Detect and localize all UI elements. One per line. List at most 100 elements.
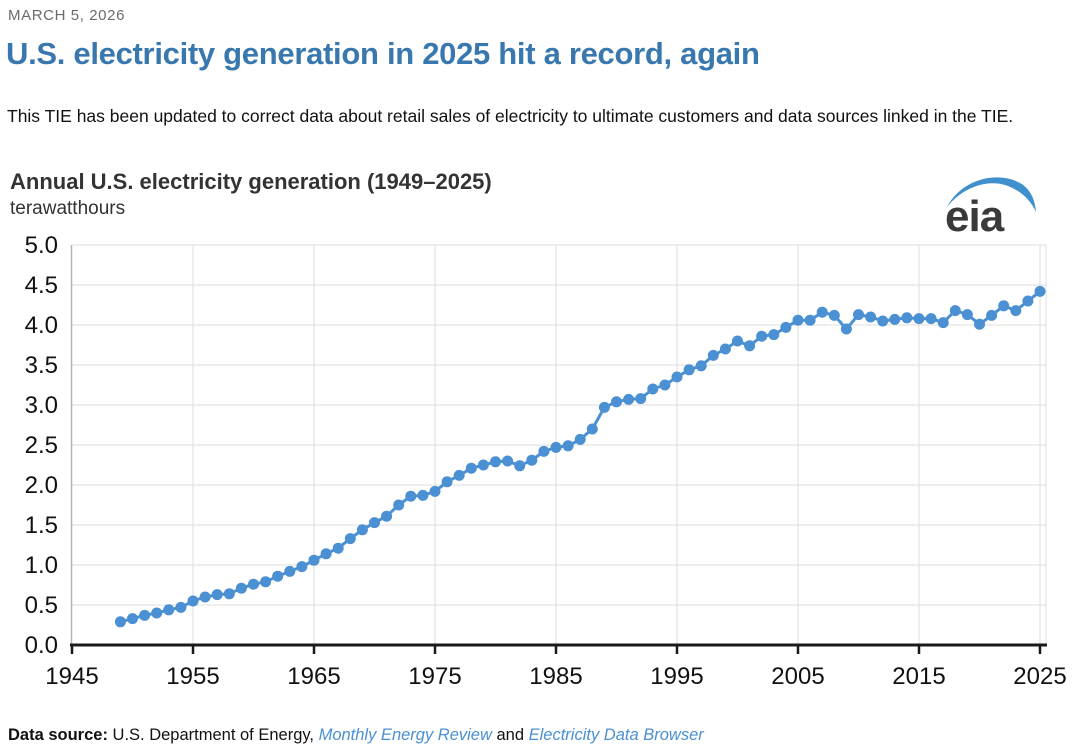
y-tick-label: 3.5 bbox=[25, 352, 58, 379]
data-point bbox=[853, 309, 864, 321]
data-point bbox=[635, 393, 647, 405]
y-tick-label: 0.5 bbox=[25, 592, 58, 619]
generation-line-chart: 1945 1955 1965 1975 1985 1995 2005 2015 20250.00… bbox=[25, 232, 1067, 690]
x-axis: 1945 1955 1965 1975 1985 1995 2005 2015 2025 bbox=[45, 643, 1067, 690]
data-point bbox=[211, 589, 223, 601]
data-point bbox=[998, 300, 1010, 312]
data-point bbox=[695, 360, 707, 372]
data-point bbox=[356, 524, 368, 536]
data-point bbox=[792, 314, 804, 326]
data-point bbox=[114, 616, 126, 628]
data-point bbox=[647, 383, 659, 395]
data-point bbox=[139, 609, 151, 621]
x-tick-label: 1995 bbox=[650, 663, 703, 690]
data-point bbox=[707, 349, 719, 361]
eia-swoosh-icon bbox=[947, 177, 1036, 212]
data-point bbox=[744, 340, 756, 352]
data-point bbox=[804, 314, 816, 326]
data-point bbox=[538, 445, 550, 457]
data-source-label: Data source: bbox=[8, 726, 108, 744]
data-point bbox=[756, 330, 768, 342]
data-point bbox=[187, 595, 199, 607]
data-point bbox=[1010, 305, 1022, 317]
x-tick-label: 2015 bbox=[892, 663, 945, 690]
data-point bbox=[623, 393, 635, 405]
data-point bbox=[732, 335, 743, 347]
data-point bbox=[453, 469, 465, 481]
y-tick-label: 1.5 bbox=[25, 512, 58, 539]
data-point bbox=[974, 318, 985, 330]
data-source-line: Data source: U.S. Department of Energy, … bbox=[8, 726, 704, 745]
data-point bbox=[441, 476, 453, 488]
data-point bbox=[163, 604, 175, 616]
data-point bbox=[889, 313, 901, 325]
y-tick-label: 1.0 bbox=[25, 552, 58, 579]
y-tick-label: 5.0 bbox=[25, 232, 58, 259]
data-point bbox=[816, 306, 828, 318]
y-tick-label: 2.0 bbox=[25, 472, 58, 499]
data-point bbox=[477, 459, 489, 471]
data-point bbox=[986, 309, 998, 321]
data-point bbox=[235, 582, 247, 594]
data-point bbox=[719, 343, 731, 355]
data-point bbox=[1034, 285, 1046, 297]
data-point bbox=[151, 607, 163, 619]
data-point bbox=[405, 490, 417, 502]
data-point bbox=[514, 460, 526, 472]
x-tick-label: 1945 bbox=[45, 663, 98, 690]
data-point bbox=[574, 433, 586, 445]
data-point bbox=[913, 313, 925, 325]
data-point bbox=[877, 315, 889, 327]
data-point bbox=[248, 578, 259, 590]
data-point bbox=[381, 510, 393, 522]
data-point bbox=[127, 613, 138, 625]
link-electricity-data-browser[interactable]: Electricity Data Browser bbox=[528, 726, 704, 744]
data-points bbox=[114, 285, 1046, 628]
data-point bbox=[308, 554, 320, 566]
data-point bbox=[526, 454, 538, 466]
chart-unit-label: terawatthours bbox=[10, 198, 126, 219]
data-source-connector: and bbox=[491, 726, 529, 744]
eia-logo: eia bbox=[943, 174, 1045, 241]
data-point bbox=[961, 309, 973, 321]
x-tick-label: 1965 bbox=[287, 663, 340, 690]
data-point bbox=[586, 423, 598, 435]
y-tick-label: 3.0 bbox=[25, 392, 58, 419]
data-point bbox=[223, 588, 235, 600]
data-point bbox=[272, 570, 284, 582]
data-point bbox=[502, 455, 514, 467]
y-tick-label: 4.0 bbox=[25, 312, 58, 339]
data-point bbox=[780, 321, 792, 333]
data-point bbox=[369, 517, 380, 529]
eia-logo-text: eia bbox=[945, 192, 1005, 234]
data-point bbox=[768, 329, 780, 341]
x-tick-label: 2005 bbox=[771, 663, 824, 690]
data-point bbox=[332, 542, 344, 554]
y-tick-label: 4.5 bbox=[25, 272, 58, 299]
data-source-text: U.S. Department of Energy, bbox=[107, 726, 319, 744]
data-point bbox=[865, 311, 877, 323]
data-point bbox=[937, 317, 949, 329]
data-point bbox=[828, 309, 840, 321]
data-point bbox=[429, 485, 441, 497]
data-point bbox=[320, 548, 332, 560]
data-point bbox=[296, 561, 308, 573]
data-point bbox=[344, 533, 356, 545]
article-date: MARCH 5, 2026 bbox=[8, 7, 126, 24]
data-point bbox=[465, 462, 477, 474]
x-tick-label: 2025 bbox=[1013, 663, 1066, 690]
data-point bbox=[393, 499, 405, 511]
data-point bbox=[284, 565, 296, 577]
link-monthly-energy-review[interactable]: Monthly Energy Review bbox=[318, 726, 492, 744]
x-tick-label: 1975 bbox=[408, 663, 461, 690]
data-point bbox=[671, 371, 683, 383]
data-point bbox=[562, 440, 574, 452]
data-point bbox=[683, 364, 695, 376]
data-point bbox=[260, 576, 272, 588]
article-title: U.S. electricity generation in 2025 hit … bbox=[6, 36, 760, 71]
data-point bbox=[598, 401, 610, 413]
data-point bbox=[490, 456, 501, 468]
data-point bbox=[611, 396, 622, 408]
y-tick-label: 2.5 bbox=[25, 432, 58, 459]
data-point bbox=[925, 313, 937, 325]
